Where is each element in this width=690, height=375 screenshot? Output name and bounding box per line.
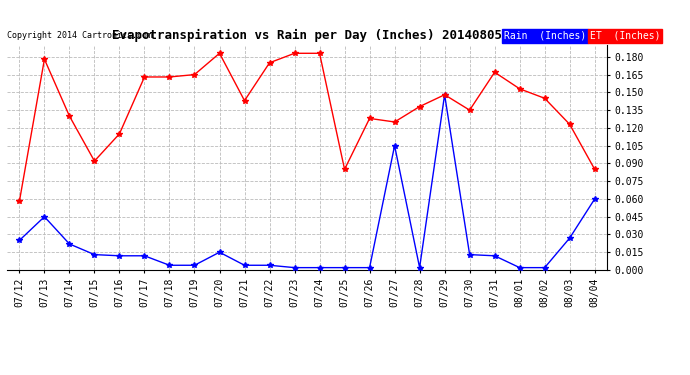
Text: Rain  (Inches): Rain (Inches) [504,31,586,40]
Text: ET  (Inches): ET (Inches) [590,31,660,40]
Title: Evapotranspiration vs Rain per Day (Inches) 20140805: Evapotranspiration vs Rain per Day (Inch… [112,29,502,42]
Text: Copyright 2014 Cartronics.com: Copyright 2014 Cartronics.com [7,32,152,40]
